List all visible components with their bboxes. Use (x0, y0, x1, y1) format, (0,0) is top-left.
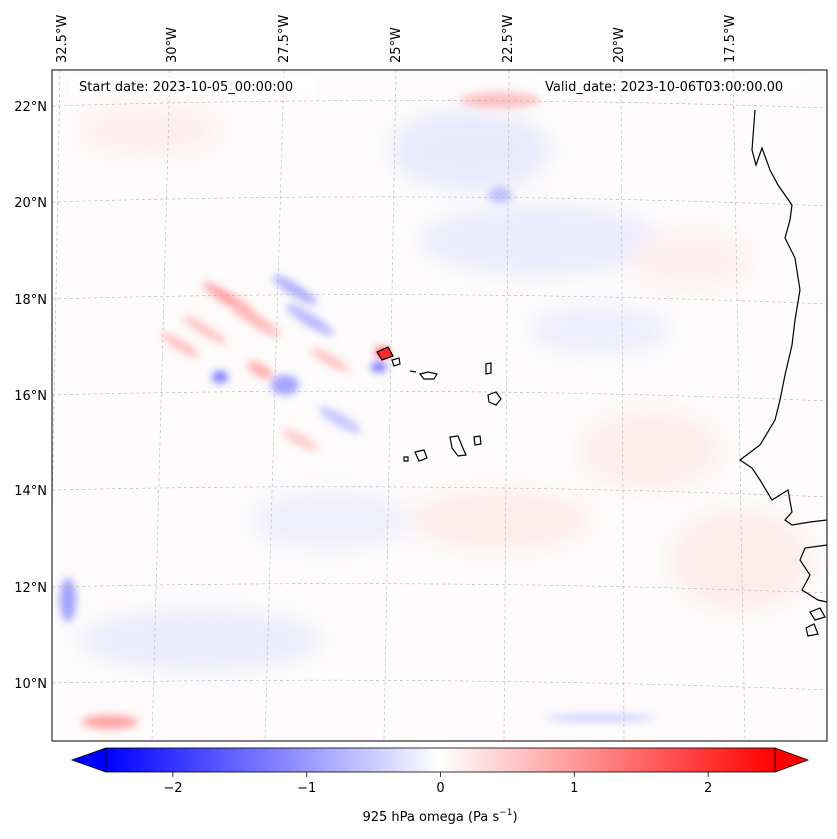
lat-label: 14°N (14, 484, 47, 499)
colorbar-label: 925 hPa omega (Pa s−1) (362, 808, 517, 825)
omega-field (60, 92, 810, 729)
island-sao-nicolau (409, 370, 438, 380)
colorbar: −2 −1 0 1 2 925 hPa omega (Pa s−1) (70, 747, 810, 825)
lon-label: 27.5°W (277, 15, 292, 63)
colorbar-tick-label: 2 (704, 781, 712, 796)
island-sal (485, 362, 492, 375)
lon-label: 22.5°W (501, 15, 516, 63)
start-date-text: Start date: 2023-10-05_00:00:00 (79, 80, 293, 95)
colorbar-extend-min (70, 747, 107, 773)
colorbar-tick-label: 0 (436, 781, 444, 796)
colorbar-extend-max (774, 747, 810, 773)
lat-label: 22°N (14, 100, 47, 115)
colorbar-label-exponent: −1 (499, 808, 512, 818)
island-maio (473, 435, 482, 446)
longitude-labels: 32.5°W 30°W 27.5°W 25°W 22.5°W 20°W 17.5… (55, 15, 738, 63)
lon-label: 25°W (389, 27, 404, 63)
start-date-box (70, 77, 316, 95)
map-panel: Start date: 2023-10-05_00:00:00 Valid_da… (51, 69, 828, 742)
coastline-islets (805, 607, 826, 637)
colorbar-gradient (105, 747, 776, 773)
lon-label: 17.5°W (723, 15, 738, 63)
lon-label: 20°W (612, 27, 627, 63)
valid-date-text: Valid_date: 2023-10-06T03:00:00.00 (545, 80, 783, 95)
lat-label: 18°N (14, 293, 47, 308)
island-fogo (414, 449, 428, 462)
island-santo-antao (376, 346, 394, 361)
africa-coastline (738, 109, 827, 526)
lon-label: 32.5°W (55, 15, 70, 63)
colorbar-label-main: 925 hPa omega (Pa s (362, 810, 499, 825)
header-bar: Start date: 2023-10-05_00:00:00 Valid_da… (70, 77, 807, 95)
lon-label: 30°W (165, 27, 180, 63)
lat-label: 10°N (14, 677, 47, 692)
lat-label: 12°N (14, 581, 47, 596)
map-frame (51, 69, 828, 742)
colorbar-tick-label: −1 (297, 781, 316, 796)
africa-coastline-south (799, 544, 827, 603)
colorbar-tick-label: 1 (570, 781, 578, 796)
graticule (52, 70, 827, 741)
colorbar-ticks: −2 −1 0 1 2 (163, 772, 712, 796)
island-santiago (449, 435, 467, 457)
lat-label: 20°N (14, 196, 47, 211)
colorbar-label-close: ) (512, 810, 517, 825)
island-boa-vista (487, 391, 502, 406)
island-brava (403, 456, 409, 462)
coastline (376, 109, 827, 637)
island-sao-vicente (391, 357, 401, 367)
colorbar-tick-label: −2 (163, 781, 182, 796)
valid-date-box (537, 77, 807, 95)
latitude-labels: 22°N 20°N 18°N 16°N 14°N 12°N 10°N (14, 100, 47, 692)
lat-label: 16°N (14, 389, 47, 404)
